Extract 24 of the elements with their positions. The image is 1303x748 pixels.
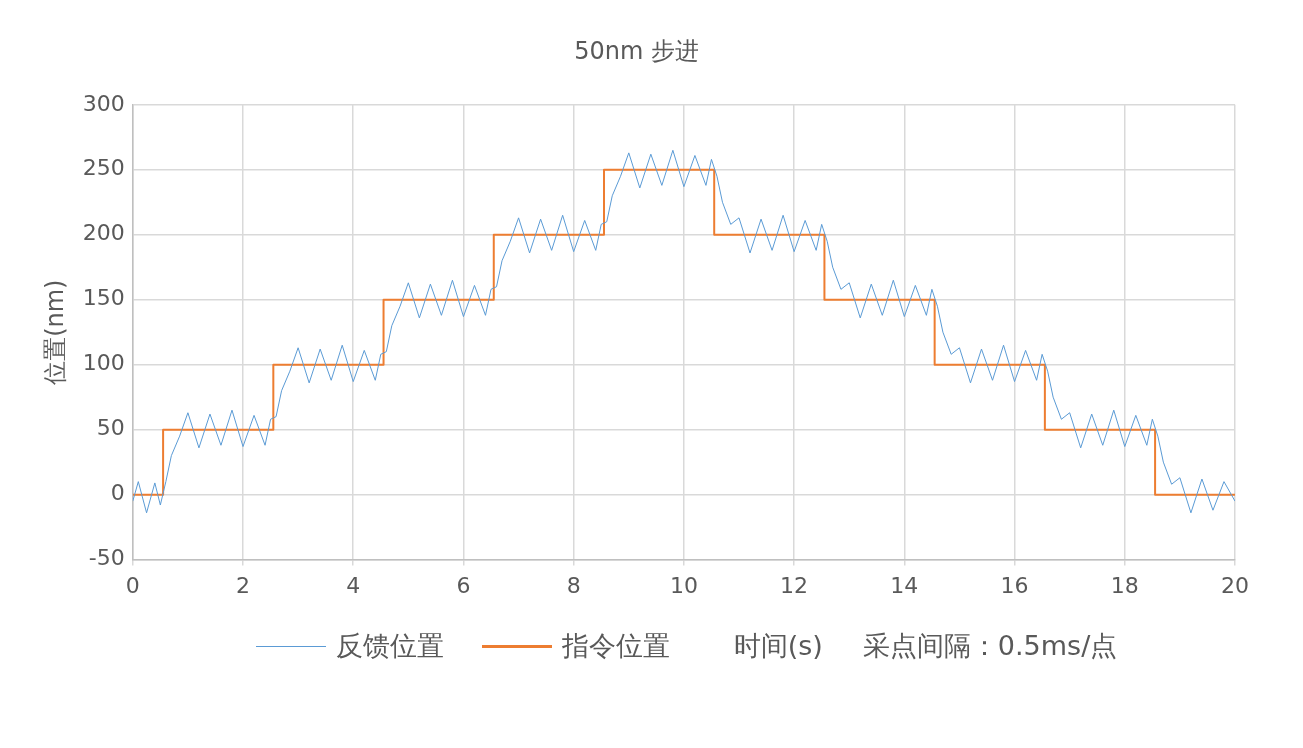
x-axis-title: 时间(s) [733,629,823,663]
chart-title: 50nm 步进 [574,36,699,65]
legend-label: 反馈位置 [335,629,444,663]
legend-label: 指令位置 [561,629,670,663]
x-tick-label: 10 [669,572,698,598]
text: 采点间隔：0.5ms/点 [862,629,1118,663]
x-tick-label: 20 [1221,572,1249,598]
x-tick-label: 2 [236,572,251,598]
y-tick-label: 0 [110,480,125,506]
x-tick-label: 18 [1110,572,1139,598]
x-tick-label: 12 [780,572,809,598]
y-tick-label: 100 [82,350,125,376]
y-tick-label: 150 [82,285,125,311]
y-tick-label: 200 [82,220,125,246]
x-tick-label: 14 [890,572,919,598]
y-tick-label: 300 [82,90,125,116]
y-tick-label: 50 [96,415,125,441]
x-tick-label: 4 [346,572,361,598]
y-axis-title: 位置(nm) [40,279,69,385]
y-tick-label: 250 [82,155,125,181]
x-tick-label: 16 [1000,572,1029,598]
x-tick-label: 6 [456,572,471,598]
x-tick-label: 8 [566,572,581,598]
y-tick-label: -50 [88,545,125,571]
